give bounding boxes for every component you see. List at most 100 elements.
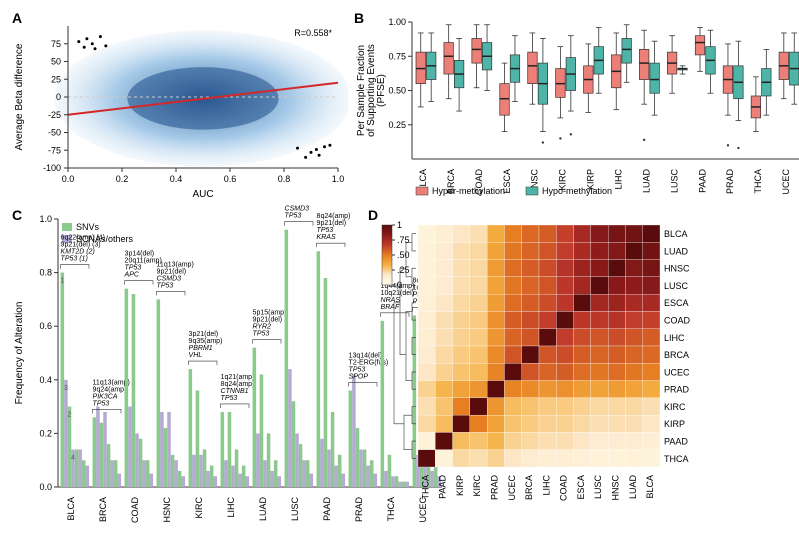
svg-text:11q13(amp): 11q13(amp) xyxy=(157,261,194,268)
svg-text:9p21(del): 9p21(del) xyxy=(157,268,187,275)
svg-text:TP53: TP53 xyxy=(125,265,142,272)
svg-text:50: 50 xyxy=(51,57,61,67)
svg-text:KIRC: KIRC xyxy=(194,497,204,519)
svg-text:BLCA: BLCA xyxy=(664,229,688,239)
svg-text:BRCA: BRCA xyxy=(664,350,689,360)
svg-text:PAAD: PAAD xyxy=(697,169,707,193)
svg-text:LIHC: LIHC xyxy=(664,333,685,343)
svg-text:TP53: TP53 xyxy=(285,213,302,220)
svg-text:TP53: TP53 xyxy=(221,395,238,402)
svg-text:6q22(amp) (4): 6q22(amp) (4) xyxy=(61,235,105,242)
svg-text:THCA: THCA xyxy=(664,454,689,464)
svg-text:0.8: 0.8 xyxy=(39,268,52,278)
svg-text:8q24(amp): 8q24(amp) xyxy=(221,381,255,388)
panel-b: B BLCABRCACOADESCAHNSCKIRCKIRPLIHCLUADLU… xyxy=(350,8,799,203)
svg-text:0.0: 0.0 xyxy=(62,174,75,184)
panel-c-label: C xyxy=(12,207,22,223)
svg-text:9p21(del) (3): 9p21(del) (3) xyxy=(61,242,101,249)
svg-text:9p21(del): 9p21(del) xyxy=(253,317,283,324)
svg-text:1: 1 xyxy=(397,220,402,230)
svg-text:1: 1 xyxy=(60,278,64,285)
svg-text:LIHC: LIHC xyxy=(613,169,623,190)
panel-a: A 0.00.20.40.60.81.0-100-75-50-250255075… xyxy=(8,8,348,203)
svg-text:LUAD: LUAD xyxy=(664,246,689,256)
svg-text:LUAD: LUAD xyxy=(628,475,638,500)
svg-text:LUSC: LUSC xyxy=(593,475,603,500)
svg-text:PAAD: PAAD xyxy=(664,437,688,447)
svg-text:ESCA: ESCA xyxy=(576,475,586,500)
svg-text:KIRP: KIRP xyxy=(664,419,685,429)
svg-text:-25: -25 xyxy=(48,110,61,120)
svg-text:BRCA: BRCA xyxy=(98,497,108,522)
svg-text:RYR2: RYR2 xyxy=(253,324,272,331)
svg-text:CSMD3: CSMD3 xyxy=(157,275,182,282)
panel-a-svg: 0.00.20.40.60.81.0-100-75-50-250255075AU… xyxy=(8,8,348,203)
svg-text:TP53 (1): TP53 (1) xyxy=(61,256,88,263)
svg-text:0: 0 xyxy=(397,280,402,290)
svg-text:5p15(amp): 5p15(amp) xyxy=(253,310,287,317)
svg-text:KMT2D (2): KMT2D (2) xyxy=(61,249,95,256)
svg-text:LUAD: LUAD xyxy=(258,497,268,522)
svg-text:3q26(amp): 3q26(amp) xyxy=(285,205,319,206)
panel-d: D 0.25.50.751BLCALUADHNSCLUSCESCACOADLIH… xyxy=(350,205,799,535)
panel-b-svg: BLCABRCACOADESCAHNSCKIRCKIRPLIHCLUADLUSC… xyxy=(350,8,799,203)
panel-c: C SNVsSCNAs/others0.00.20.40.60.81.0Freq… xyxy=(8,205,348,535)
svg-text:9q35(amp): 9q35(amp) xyxy=(189,338,223,345)
svg-text:LIHC: LIHC xyxy=(541,475,551,496)
svg-text:BLCA: BLCA xyxy=(645,475,655,499)
figure-grid: A 0.00.20.40.60.81.0-100-75-50-250255075… xyxy=(8,8,791,535)
svg-text:TP53: TP53 xyxy=(253,331,270,338)
svg-text:ESCA: ESCA xyxy=(664,298,689,308)
svg-text:LUSC: LUSC xyxy=(664,281,689,291)
svg-text:.75: .75 xyxy=(397,235,410,245)
svg-text:9q24(amp): 9q24(amp) xyxy=(93,386,127,393)
svg-text:3: 3 xyxy=(64,385,68,392)
svg-text:APC: APC xyxy=(124,272,140,279)
svg-text:KIRC: KIRC xyxy=(664,402,686,412)
svg-text:CSMD3: CSMD3 xyxy=(285,206,310,213)
svg-text:1.0: 1.0 xyxy=(39,214,52,224)
svg-text:PBRM1: PBRM1 xyxy=(189,345,213,352)
svg-text:TP53: TP53 xyxy=(93,400,110,407)
svg-text:0.8: 0.8 xyxy=(278,174,291,184)
panel-d-label: D xyxy=(368,207,378,223)
svg-text:1.00: 1.00 xyxy=(388,17,406,27)
svg-text:THCA: THCA xyxy=(420,475,430,500)
panel-a-label: A xyxy=(12,10,22,26)
svg-text:1.0: 1.0 xyxy=(332,174,345,184)
svg-text:(PFSE): (PFSE) xyxy=(376,74,387,107)
svg-text:0.2: 0.2 xyxy=(39,428,52,438)
svg-text:3p14(del): 3p14(del) xyxy=(125,251,155,258)
svg-text:Hyper-methylation: Hyper-methylation xyxy=(432,186,505,196)
svg-text:Average Beta difference: Average Beta difference xyxy=(14,43,25,150)
svg-text:R=0.558*: R=0.558* xyxy=(294,28,332,38)
svg-text:PRAD: PRAD xyxy=(490,475,500,501)
svg-text:LUSC: LUSC xyxy=(290,497,300,522)
svg-text:TP53: TP53 xyxy=(317,227,334,234)
svg-text:0.2: 0.2 xyxy=(116,174,129,184)
panel-d-svg: 0.25.50.751BLCALUADHNSCLUSCESCACOADLIHCB… xyxy=(350,205,700,535)
svg-text:KIRP: KIRP xyxy=(455,475,465,496)
svg-text:0.0: 0.0 xyxy=(39,482,52,492)
svg-text:9p21(del): 9p21(del) xyxy=(317,220,347,227)
svg-text:UCEC: UCEC xyxy=(781,169,791,195)
svg-text:1q21(amp): 1q21(amp) xyxy=(221,374,255,381)
svg-text:PRAD: PRAD xyxy=(664,385,690,395)
svg-text:0.50: 0.50 xyxy=(388,86,406,96)
svg-text:2: 2 xyxy=(67,412,71,419)
svg-text:11q13(amp): 11q13(amp) xyxy=(93,379,130,386)
svg-text:CTNNB1: CTNNB1 xyxy=(221,388,249,395)
svg-text:AUC: AUC xyxy=(192,189,213,200)
svg-text:UCEC: UCEC xyxy=(507,475,517,501)
svg-text:Hypo-methylation: Hypo-methylation xyxy=(542,186,612,196)
svg-text:0.4: 0.4 xyxy=(170,174,183,184)
svg-text:0.75: 0.75 xyxy=(388,51,406,61)
svg-text:COAD: COAD xyxy=(559,475,569,502)
svg-text:SNVs: SNVs xyxy=(76,222,100,232)
svg-text:8q24(amp): 8q24(amp) xyxy=(317,213,351,220)
svg-text:0: 0 xyxy=(56,92,61,102)
svg-text:.25: .25 xyxy=(397,265,410,275)
svg-text:LUAD: LUAD xyxy=(641,169,651,194)
svg-text:LUSC: LUSC xyxy=(669,169,679,194)
panel-b-label: B xyxy=(354,10,364,26)
